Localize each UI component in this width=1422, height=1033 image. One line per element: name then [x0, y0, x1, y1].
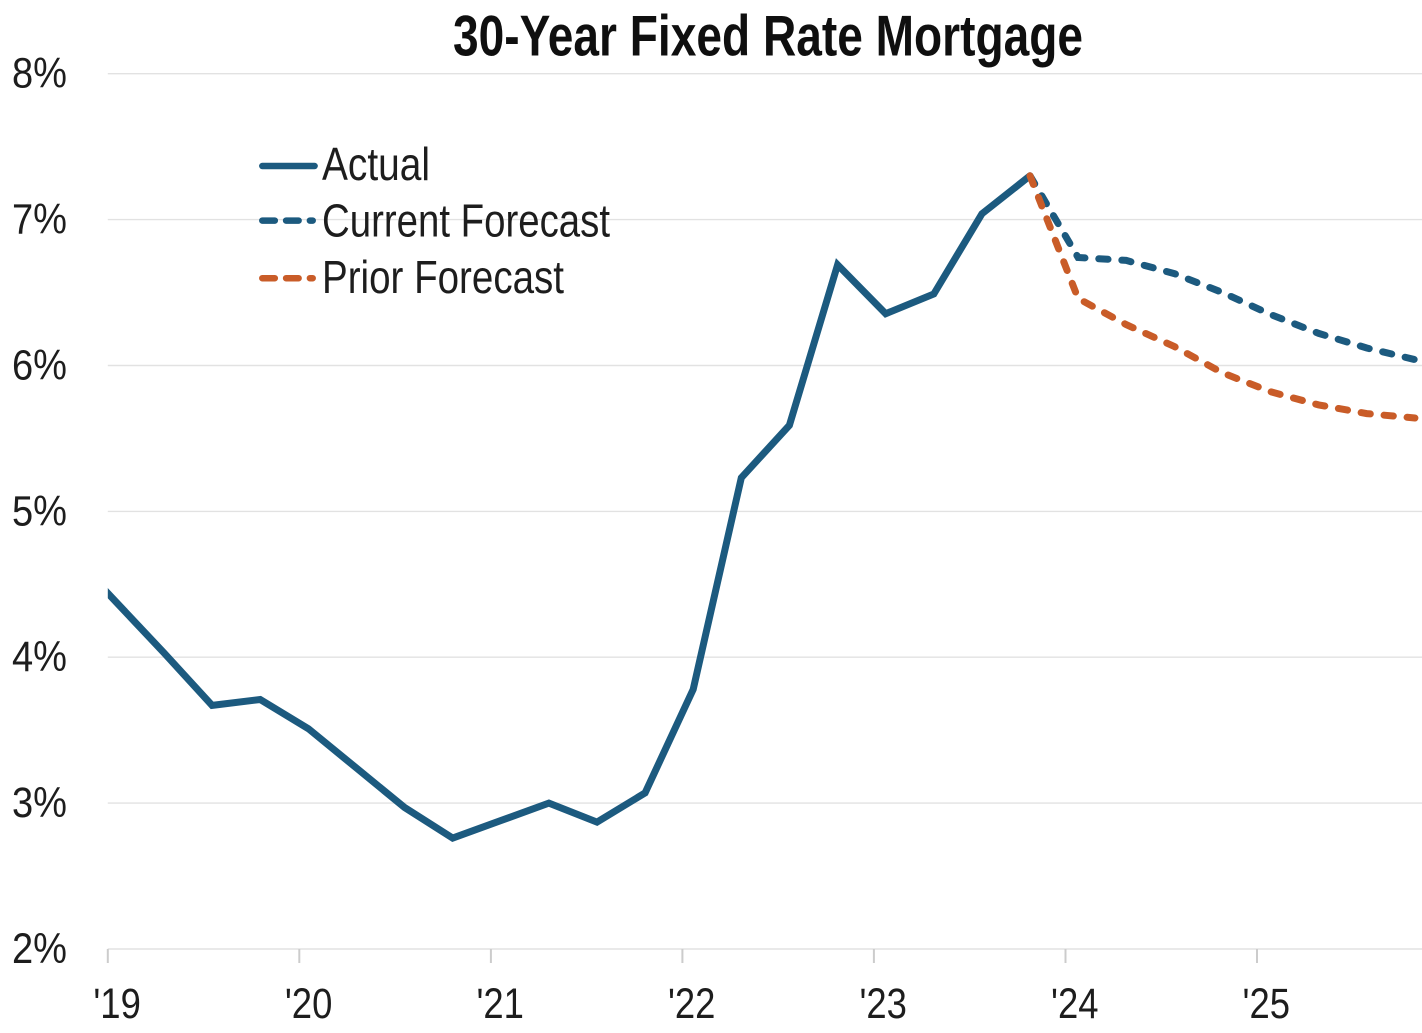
svg-text:'23: '23: [859, 981, 907, 1028]
svg-text:7%: 7%: [12, 197, 67, 244]
svg-text:'20: '20: [285, 981, 333, 1028]
svg-text:6%: 6%: [12, 342, 67, 389]
svg-text:30-Year Fixed Rate Mortgage: 30-Year Fixed Rate Mortgage: [453, 4, 1083, 68]
svg-text:3%: 3%: [12, 780, 67, 827]
svg-text:'21: '21: [476, 981, 524, 1028]
svg-text:2%: 2%: [12, 926, 67, 973]
svg-text:4%: 4%: [12, 634, 67, 681]
svg-text:Prior Forecast: Prior Forecast: [322, 251, 564, 303]
svg-text:Current Forecast: Current Forecast: [322, 195, 610, 247]
svg-text:5%: 5%: [12, 488, 67, 535]
svg-text:'24: '24: [1051, 981, 1099, 1028]
svg-text:'22: '22: [668, 981, 716, 1028]
svg-text:'25: '25: [1243, 981, 1291, 1028]
svg-text:8%: 8%: [12, 51, 67, 98]
svg-text:Actual: Actual: [322, 138, 430, 190]
svg-text:'19: '19: [93, 981, 141, 1028]
